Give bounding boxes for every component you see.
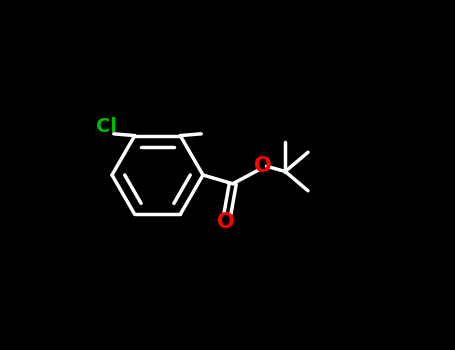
Text: O: O — [254, 155, 272, 176]
Text: Cl: Cl — [96, 117, 116, 136]
Text: O: O — [217, 212, 235, 232]
